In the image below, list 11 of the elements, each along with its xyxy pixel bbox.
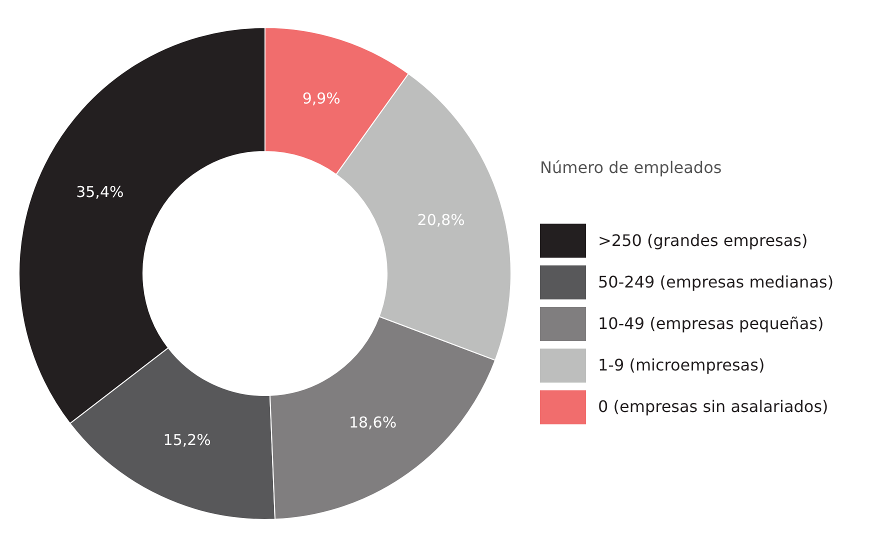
data-label: 9,9%: [302, 89, 340, 108]
legend-label: 50-249 (empresas medianas): [598, 272, 834, 292]
legend-label: >250 (grandes empresas): [598, 230, 808, 250]
legend-label: 10-49 (empresas pequeñas): [598, 314, 824, 333]
legend-label: 0 (empresas sin asalariados): [598, 397, 828, 416]
data-label: 20,8%: [417, 211, 465, 230]
legend-label: 1-9 (microempresas): [598, 356, 765, 375]
legend-title: Número de empleados: [540, 158, 722, 177]
data-label: 35,4%: [76, 183, 124, 202]
data-label: 15,2%: [163, 431, 211, 450]
data-label: 18,6%: [348, 414, 397, 432]
